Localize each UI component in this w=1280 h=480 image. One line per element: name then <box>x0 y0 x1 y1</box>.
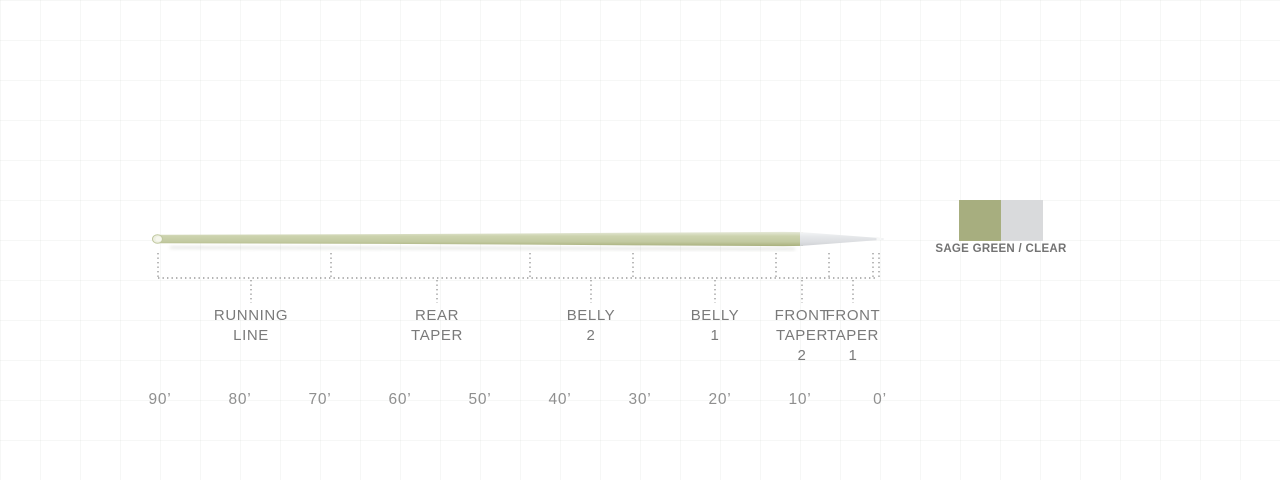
scale-tick-label: 70’ <box>308 391 332 408</box>
section-label-rear-taper: REAR TAPER <box>372 306 502 346</box>
section-label-line: REAR <box>414 307 460 324</box>
section-label-line: FRONT <box>825 307 881 324</box>
scale-tick-label: 20’ <box>708 391 732 408</box>
legend-label: SAGE GREEN / CLEAR <box>935 243 1067 255</box>
line-tip-notch <box>876 236 884 242</box>
section-label-running-line: RUNNING LINE <box>186 306 316 346</box>
scale-tick-label: 40’ <box>548 391 572 408</box>
sage-green-swatch <box>959 200 1001 241</box>
section-label-line: 1 <box>710 327 720 344</box>
section-label-line: 2 <box>797 347 807 364</box>
line-section-green <box>157 231 803 247</box>
section-label-line: TAPER <box>411 327 463 344</box>
section-label-line: FRONT <box>774 307 830 324</box>
section-label-front-taper-2: FRONT TAPER 2 <box>737 306 867 366</box>
line-shadow <box>169 246 796 251</box>
section-label-line: 2 <box>586 327 596 344</box>
section-label-line: 1 <box>848 347 858 364</box>
scale-tick-label: 0’ <box>873 391 887 408</box>
section-label-line: TAPER <box>827 327 879 344</box>
section-label-belly-2: BELLY 2 <box>526 306 656 346</box>
scale-tick-label: 30’ <box>628 391 652 408</box>
scale-tick-label: 80’ <box>228 391 252 408</box>
section-label-line: BELLY <box>566 307 616 324</box>
scale-tick-label: 90’ <box>148 391 172 408</box>
section-label-line: TAPER <box>776 327 828 344</box>
section-label-front-taper-1: FRONT TAPER 1 <box>788 306 918 366</box>
scale-tick-label: 60’ <box>388 391 412 408</box>
clear-swatch <box>1001 200 1043 241</box>
line-butt-end-inner <box>155 236 162 242</box>
line-section-clear <box>800 232 884 246</box>
legend-swatches <box>959 200 1043 241</box>
scale-tick-label: 10’ <box>788 391 812 408</box>
section-label-line: BELLY <box>690 307 740 324</box>
scale-tick-label: 50’ <box>468 391 492 408</box>
section-label-line: RUNNING <box>213 307 289 324</box>
section-label-line: LINE <box>233 327 269 344</box>
section-label-belly-1: BELLY 1 <box>650 306 780 346</box>
